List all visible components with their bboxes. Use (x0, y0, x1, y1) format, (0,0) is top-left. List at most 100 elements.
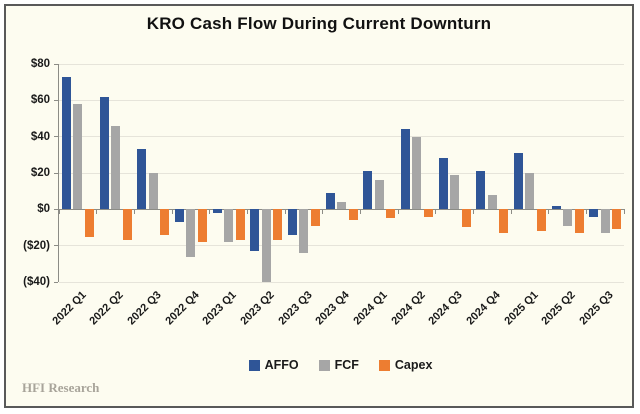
bar-capex-2025-q3 (612, 209, 622, 230)
x-tick-label: 2024 Q2 (389, 289, 428, 328)
bar-affo-2022-q2 (99, 96, 109, 210)
bar-fcf-2022-q3 (148, 173, 158, 210)
bar-capex-2023-q3 (310, 209, 320, 226)
x-tick-mark (246, 209, 248, 215)
y-tick-mark (54, 136, 58, 138)
bar-fcf-2024-q1 (374, 180, 384, 210)
gridline (59, 63, 624, 65)
x-tick-label: 2023 Q1 (200, 289, 239, 328)
gridline (59, 136, 624, 138)
y-tick-mark (54, 63, 58, 65)
bar-affo-2023-q1 (212, 209, 222, 213)
x-tick-label: 2025 Q1 (502, 289, 541, 328)
bar-capex-2024-q4 (499, 209, 509, 233)
bar-affo-2022-q1 (61, 76, 71, 210)
bar-capex-2022-q1 (84, 209, 94, 237)
bar-capex-2024-q2 (423, 209, 433, 217)
bar-fcf-2024-q3 (450, 174, 459, 210)
x-tick-mark (585, 209, 587, 215)
bar-fcf-2025-q3 (600, 209, 610, 233)
bar-capex-2022-q4 (197, 209, 207, 243)
y-tick-label: $80 (30, 58, 50, 70)
bar-affo-2024-q4 (476, 171, 486, 210)
x-tick-label: 2023 Q2 (238, 289, 277, 328)
legend-swatch-fcf (318, 359, 330, 371)
bar-capex-2023-q2 (273, 209, 283, 241)
y-tick-mark (54, 172, 58, 174)
legend-swatch-affo (248, 359, 260, 371)
bar-fcf-2024-q4 (487, 194, 497, 210)
x-tick-label: 2022 Q1 (50, 289, 89, 328)
bar-affo-2025-q1 (513, 153, 523, 210)
bar-fcf-2023-q2 (261, 209, 271, 282)
y-tick-label: $60 (30, 94, 50, 107)
x-tick-label: 2025 Q2 (539, 289, 578, 328)
gridline (59, 99, 624, 101)
x-tick-mark (284, 209, 286, 215)
bar-fcf-2022-q2 (111, 125, 120, 210)
bar-affo-2024-q2 (400, 129, 410, 210)
bar-capex-2023-q4 (348, 209, 358, 221)
x-tick-mark (397, 209, 399, 215)
chart-frame: KRO Cash Flow During Current Downturn $8… (4, 4, 634, 408)
legend-item-capex: Capex (378, 358, 433, 372)
bar-fcf-2022-q1 (73, 103, 83, 210)
x-tick-label: 2024 Q4 (464, 289, 503, 328)
bar-affo-2023-q4 (325, 192, 335, 210)
y-tick-mark (54, 245, 58, 247)
x-tick-mark (58, 209, 60, 215)
x-tick-mark (322, 209, 324, 215)
x-tick-mark (133, 209, 135, 215)
bar-fcf-2023-q1 (224, 209, 233, 243)
bar-affo-2022-q4 (174, 209, 184, 223)
brand-watermark: HFI Research (22, 380, 100, 395)
x-tick-mark (171, 209, 173, 215)
x-tick-mark (96, 209, 98, 215)
x-tick-label: 2022 Q2 (87, 289, 126, 328)
legend-item-fcf: FCF (318, 358, 359, 372)
bar-capex-2025-q2 (574, 209, 584, 233)
y-tick-mark (54, 99, 58, 101)
plot-area (58, 63, 625, 283)
bar-affo-2025-q2 (551, 205, 561, 210)
bar-fcf-2024-q2 (412, 136, 422, 210)
x-tick-label: 2023 Q3 (276, 289, 315, 328)
x-tick-mark (209, 209, 211, 215)
x-tick-label: 2024 Q1 (351, 289, 390, 328)
bar-capex-2024-q3 (461, 209, 471, 228)
x-tick-label: 2025 Q3 (577, 289, 616, 328)
y-tick-label: $0 (37, 203, 50, 216)
bar-affo-2023-q2 (250, 209, 260, 252)
y-tick-mark (54, 208, 58, 210)
bar-fcf-2023-q3 (299, 209, 309, 253)
bar-fcf-2025-q2 (563, 209, 572, 226)
x-tick-mark (623, 209, 625, 215)
legend-label: Capex (394, 358, 433, 372)
bar-affo-2024-q1 (363, 171, 373, 210)
bar-capex-2022-q2 (122, 209, 132, 241)
x-axis-zero-line (59, 208, 624, 210)
x-tick-label: 2022 Q3 (125, 289, 164, 328)
gridline (59, 245, 624, 247)
legend-label: FCF (334, 358, 359, 372)
bar-fcf-2025-q1 (525, 173, 535, 210)
bar-capex-2025-q1 (536, 209, 546, 232)
bar-affo-2024-q3 (438, 158, 448, 210)
bar-capex-2023-q1 (235, 209, 245, 241)
x-tick-label: 2023 Q4 (313, 289, 352, 328)
legend: AFFO FCF Capex (58, 358, 623, 372)
gridline (59, 172, 624, 174)
legend-swatch-capex (378, 359, 390, 371)
bar-capex-2024-q1 (386, 209, 396, 219)
y-tick-label: ($40) (23, 276, 50, 288)
bar-affo-2022-q3 (137, 149, 147, 210)
bar-capex-2022-q3 (160, 209, 170, 235)
bar-fcf-2022-q4 (186, 209, 196, 257)
y-tick-mark (54, 281, 58, 283)
legend-label: AFFO (264, 358, 299, 372)
bar-affo-2023-q3 (287, 209, 297, 235)
x-tick-mark (472, 209, 474, 215)
x-tick-mark (359, 209, 361, 215)
x-tick-mark (548, 209, 550, 215)
y-tick-label: $20 (30, 167, 50, 179)
